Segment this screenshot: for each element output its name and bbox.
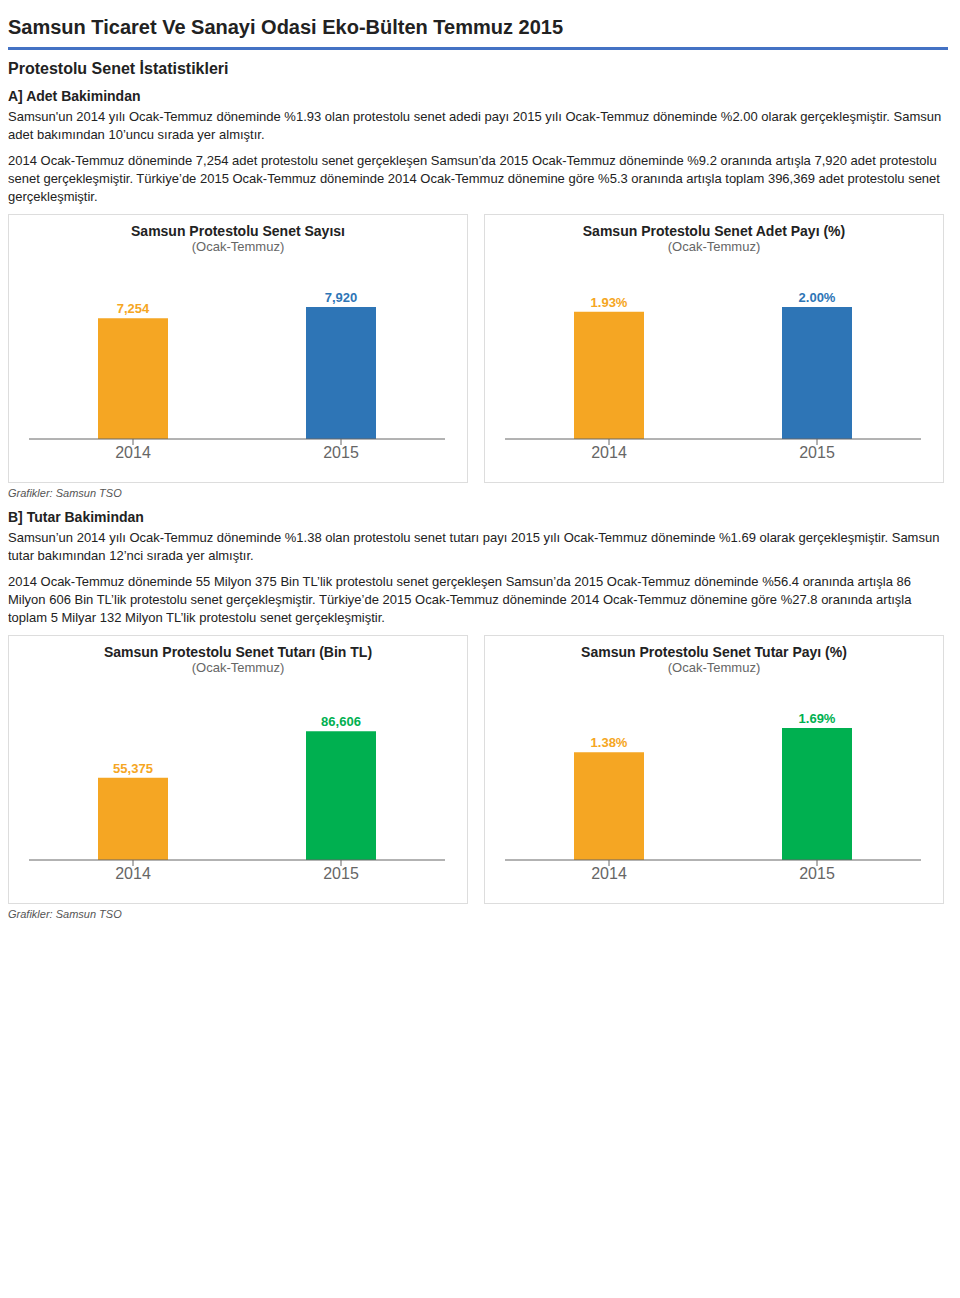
svg-text:2015: 2015: [323, 444, 359, 461]
html-text:2014 Ocak-Temmuz döneminde 7,2: 2014 Ocak-Temmuz döneminde 7,254 adet pr…: [8, 153, 940, 204]
html-text:Samsun Protestolu Senet Sayısı: Samsun Protestolu Senet Sayısı: [131, 223, 345, 239]
html-text:Samsun'un 2014 yılı Ocak-Temmu: Samsun'un 2014 yılı Ocak-Temmuz dönemind…: [8, 109, 942, 142]
html-text:2014 Ocak-Temmuz döneminde 55: 2014 Ocak-Temmuz döneminde 55 Milyon 375…: [8, 574, 912, 625]
svg-text:7,920: 7,920: [325, 290, 358, 305]
svg-text:2014: 2014: [591, 865, 627, 882]
svg-text:2015: 2015: [323, 865, 359, 882]
svg-text:55,375: 55,375: [113, 761, 153, 776]
svg-text:2.00%: 2.00%: [799, 290, 836, 305]
html-text:Protestolu Senet İstatistikler: Protestolu Senet İstatistikleri: [8, 60, 229, 77]
html-text:Samsun Protestolu Senet Adet P: Samsun Protestolu Senet Adet Payı (%): [582, 223, 846, 239]
svg-text:2014: 2014: [115, 865, 151, 882]
html-text:B] Tutar Bakimindan: B] Tutar Bakimindan: [8, 509, 144, 525]
html-text:(Ocak-Temmuz): (Ocak-Temmuz): [191, 660, 285, 675]
svg-text:1.93%: 1.93%: [591, 295, 628, 310]
svg-text:1.38%: 1.38%: [591, 735, 628, 750]
svg-text:2015: 2015: [799, 444, 835, 461]
svg-text:86,606: 86,606: [321, 714, 361, 729]
html-text:Grafikler: Samsun TSO: Grafikler: Samsun TSO: [8, 487, 122, 499]
svg-text:1.69%: 1.69%: [799, 711, 836, 726]
svg-text:2015: 2015: [799, 865, 835, 882]
svg-text:7,254: 7,254: [117, 301, 150, 316]
html-text:Samsun Protestolu Senet Tutarı: Samsun Protestolu Senet Tutarı (Bin TL): [104, 644, 372, 660]
svg-text:2014: 2014: [591, 444, 627, 461]
html-text:A] Adet Bakimindan: A] Adet Bakimindan: [8, 88, 141, 104]
html-text:Samsun’un 2014 yılı Ocak-Temmu: Samsun’un 2014 yılı Ocak-Temmuz dönemind…: [8, 530, 940, 563]
html-text:Samsun Ticaret Ve Sanayi Odasi: Samsun Ticaret Ve Sanayi Odasi Eko-Bülte…: [8, 16, 563, 38]
html-text:Grafikler: Samsun TSO: Grafikler: Samsun TSO: [8, 908, 122, 920]
html-text:(Ocak-Temmuz): (Ocak-Temmuz): [667, 239, 761, 254]
html-text:Samsun Protestolu Senet Tutar: Samsun Protestolu Senet Tutar Payı (%): [581, 644, 847, 660]
html-text:(Ocak-Temmuz): (Ocak-Temmuz): [667, 660, 761, 675]
svg-text:2014: 2014: [115, 444, 151, 461]
html-text:(Ocak-Temmuz): (Ocak-Temmuz): [191, 239, 285, 254]
